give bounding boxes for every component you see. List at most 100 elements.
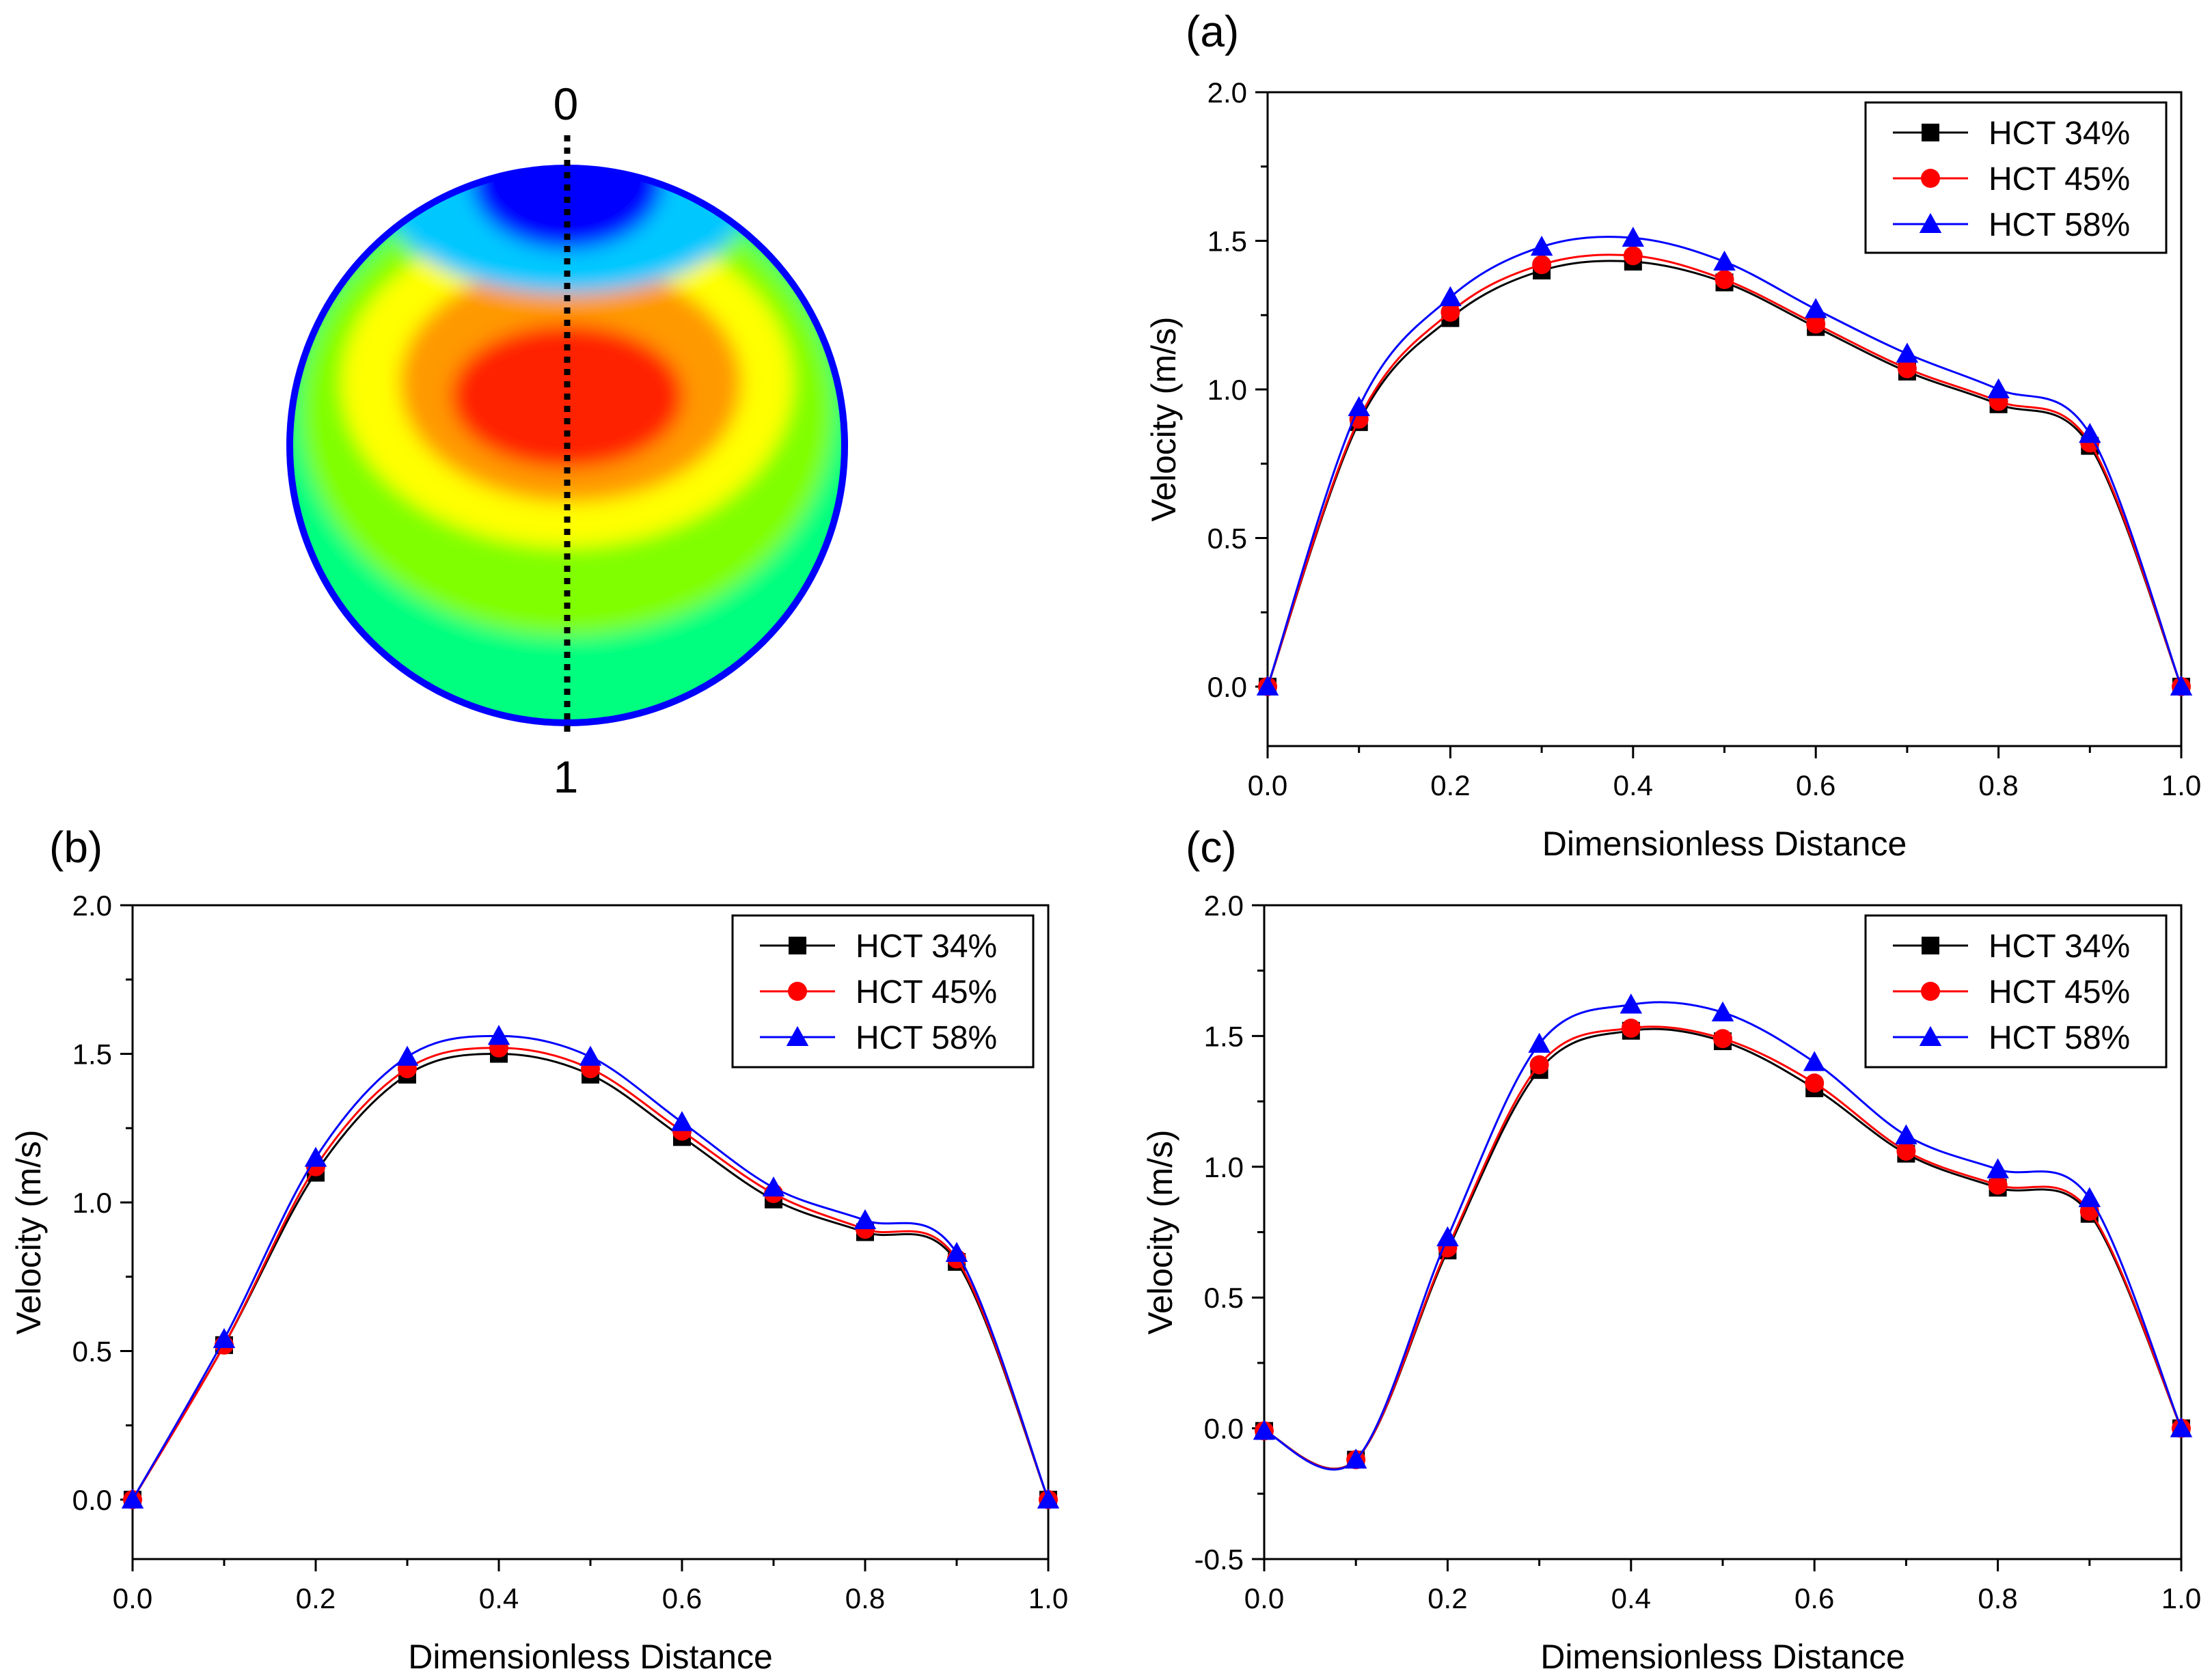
data-point [1711,1001,1734,1021]
data-point [1715,270,1734,290]
series-line [1266,253,2183,687]
data-point [1530,235,1553,256]
x-tick-label: 0.8 [1978,1582,2017,1614]
y-tick-label: -0.5 [1194,1543,1244,1575]
data-point [1528,1032,1551,1053]
data-point [1620,993,1643,1014]
data-point [579,1045,602,1066]
y-tick-label: 0.0 [1204,1413,1244,1445]
data-point [1896,1141,1916,1161]
x-tick-label: 0.2 [1428,1582,1467,1614]
data-point [396,1045,419,1066]
y-axis-title: Velocity (m/s) [1145,316,1183,521]
y-tick-label: 1.0 [1207,374,1247,406]
legend-label: HCT 58% [1989,1020,2130,1056]
data-point [1621,1018,1641,1038]
legend-label: HCT 45% [1989,161,2130,197]
legend-marker [786,1025,809,1046]
legend-label: HCT 45% [1989,974,2130,1010]
y-tick-label: 1.5 [72,1038,112,1071]
series-line [131,1052,1050,1500]
contour-label-top: 0 [554,79,579,129]
x-tick-label: 1.0 [2161,1582,2201,1614]
data-point [1895,1124,1917,1144]
y-tick-label: 0.0 [72,1484,112,1516]
data-point [1897,359,1917,378]
contour-rim [286,165,848,726]
y-tick-label: 1.0 [72,1187,112,1219]
x-tick-label: 0.0 [1244,1582,1284,1614]
x-tick-label: 1.0 [1028,1582,1068,1614]
series-line [131,1034,1050,1500]
x-tick-label: 0.6 [1796,769,1835,801]
legend-marker [1921,169,1940,188]
series-line [1266,236,2183,687]
series-line [131,1047,1050,1500]
legend-marker [1921,982,1940,1001]
data-point [1803,1051,1826,1071]
legend-marker [1922,124,1939,141]
legend-label: HCT 34% [1989,928,2130,965]
data-point [1986,1158,2009,1179]
data-point [1532,255,1552,275]
data-point [1256,675,1279,696]
data-point [945,1241,968,1262]
x-tick-label: 0.4 [1611,1582,1651,1614]
data-point [2170,675,2193,696]
legend-label: HCT 34% [1989,115,2130,152]
legend-label: HCT 34% [856,928,997,965]
legend-marker [1922,937,1939,954]
y-tick-label: 2.0 [1204,890,1244,922]
data-point [1713,250,1736,271]
data-point [1344,1448,1367,1469]
legend-marker [788,982,807,1001]
data-point [1713,1029,1732,1049]
legend-label: HCT 58% [1989,207,2130,243]
data-point [1529,1055,1549,1075]
data-point [1439,286,1462,307]
data-point [762,1176,785,1197]
contour-blue [472,167,663,249]
y-tick-label: 1.5 [1204,1020,1244,1052]
y-tick-label: 1.0 [1204,1151,1244,1183]
x-tick-label: 0.6 [662,1582,702,1614]
x-tick-label: 0.8 [1978,769,2018,801]
x-tick-label: 0.8 [845,1582,885,1614]
x-tick-label: 0.0 [1248,769,1287,801]
data-point [1987,378,2010,398]
y-tick-label: 1.5 [1207,225,1247,258]
x-axis-title: Dimensionless Distance [408,1638,773,1676]
series-line [1266,260,2183,687]
chart-panel-a: (a) 0.0 0.2 0.4 0.6 0.8 1.0 0.0 0.5 1.0 1.5 2.0 Dime… [1145,7,2201,863]
y-axis-title: Velocity (m/s) [10,1129,48,1334]
legend-marker [1919,212,1942,233]
data-point [670,1111,694,1131]
chart-panel-b: (b) 0.0 0.2 0.4 0.6 0.8 1.0 0.0 0.5 1.0 1.5 2.0 Dime… [10,823,1068,1676]
x-tick-label: 0.0 [113,1582,152,1614]
series-line [1264,1028,2183,1470]
data-point [1348,396,1370,417]
x-tick-label: 1.0 [2161,769,2201,801]
y-tick-label: 2.0 [72,890,112,922]
data-point [1804,298,1827,318]
panel-label: (a) [1186,7,1239,56]
x-tick-label: 0.2 [1430,769,1470,801]
series-line [1264,1001,2183,1471]
x-axis-title: Dimensionless Distance [1542,825,1907,863]
y-tick-label: 0.5 [1204,1282,1244,1314]
data-point [487,1025,510,1045]
series-line [1264,1025,2183,1470]
velocity-contour-cross-section: 0 1 [286,79,848,802]
data-point [1440,302,1460,322]
chart-panel-c: (c)0.0 0.2 0.4 0.6 0.8 1.0-0.50.00.51.01.52.0… [1141,823,2201,1676]
y-tick-label: 0.0 [1207,671,1247,703]
x-tick-label: 0.4 [479,1582,519,1614]
x-tick-label: 0.2 [296,1582,336,1614]
legend-label: HCT 58% [856,1020,997,1056]
y-tick-label: 2.0 [1207,77,1247,109]
data-point [1806,314,1826,334]
data-point [1436,1226,1459,1247]
data-point [1623,246,1643,266]
panel-label: (c) [1186,823,1237,872]
